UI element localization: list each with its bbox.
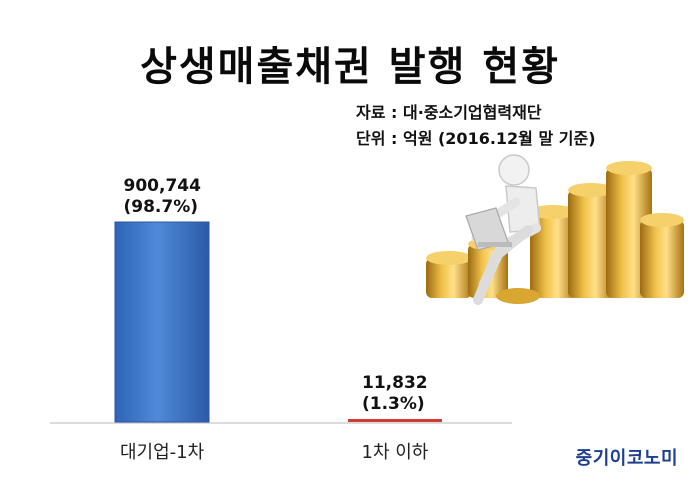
bar-percent-label-1: (1.3%) [362, 394, 425, 414]
unit-note: 단위 : 억원 (2016.12월 말 기준) [356, 129, 596, 148]
category-label-0: 대기업-1차 [120, 442, 205, 463]
brand-logo: 중기이코노미 [575, 448, 678, 469]
gold-coin-stack-icon [426, 161, 684, 304]
bar-value-label-1: 11,832 [362, 373, 428, 393]
coin-stack-illustration [426, 154, 684, 305]
chart-meta: 자료 : 대·중소기업협력재단 단위 : 억원 (2016.12월 말 기준) [356, 100, 596, 152]
category-label-1: 1차 이하 [361, 442, 429, 463]
bar-0 [114, 221, 210, 423]
chart-title: 상생매출채권 발행 현황 [140, 44, 560, 90]
bar-percent-label-0: (98.7%) [123, 197, 199, 217]
bar-value-label-0: 900,744 [123, 176, 201, 196]
bar-1 [348, 419, 442, 422]
source-note: 자료 : 대·중소기업협력재단 [356, 103, 542, 122]
stick-figure-with-laptop-icon [465, 154, 541, 305]
